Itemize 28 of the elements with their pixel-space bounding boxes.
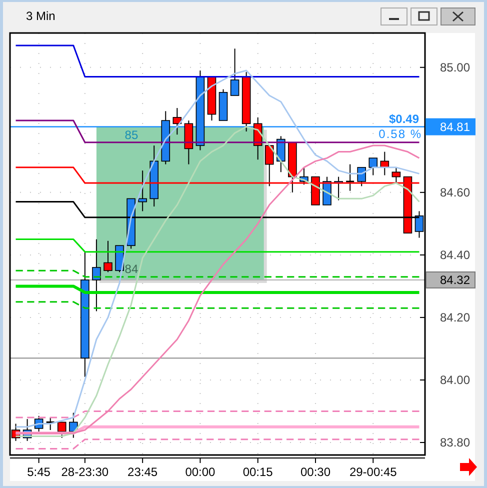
candlestick bbox=[392, 166, 401, 184]
x-tick-label: 23:45 bbox=[128, 465, 158, 479]
y-tick-label: 84.00 bbox=[440, 372, 470, 387]
annotation: 85 bbox=[124, 128, 138, 142]
annotation: $0.49 bbox=[388, 112, 420, 126]
candlestick bbox=[345, 164, 355, 192]
annotation: 84 bbox=[124, 262, 138, 276]
candlestick bbox=[368, 158, 378, 176]
x-tick-label: 29-00:45 bbox=[349, 465, 398, 479]
candlestick bbox=[230, 48, 240, 96]
ref-line-label: 84.81 bbox=[440, 120, 470, 134]
ref-line-label: 84.32 bbox=[440, 272, 470, 287]
x-tick-label: 00:30 bbox=[300, 465, 331, 479]
y-tick-label: 85.00 bbox=[440, 60, 470, 74]
candlestick bbox=[57, 422, 66, 438]
candlestick bbox=[138, 170, 147, 212]
x-tick-label: 28-23:30 bbox=[61, 465, 109, 479]
chart-title: 3 Min bbox=[26, 9, 56, 23]
candlestick bbox=[104, 240, 112, 273]
annotation: 0.58 % bbox=[378, 126, 422, 141]
y-tick-label: 84.60 bbox=[440, 185, 470, 200]
y-tick-label: 84.20 bbox=[440, 310, 470, 324]
x-tick-label: 00:00 bbox=[185, 465, 216, 479]
x-tick-label: 00:15 bbox=[242, 465, 274, 479]
y-tick-label: 84.40 bbox=[440, 248, 470, 262]
y-tick-label: 83.80 bbox=[440, 435, 470, 450]
x-tick-label: 5:45 bbox=[27, 465, 51, 479]
candlestick bbox=[92, 238, 101, 312]
